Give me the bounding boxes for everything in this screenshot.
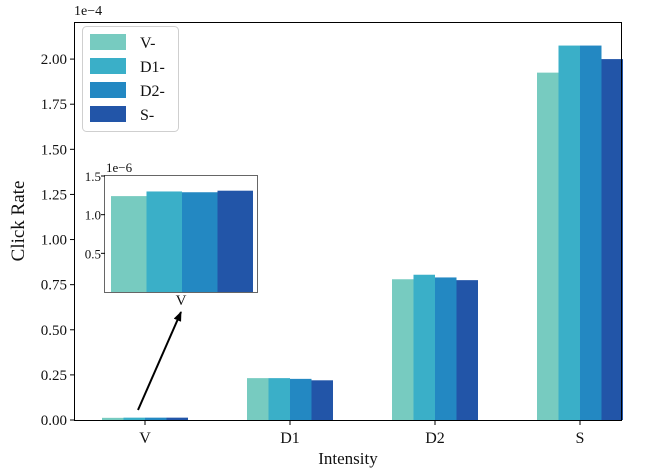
x-tick-label-D1: D1 <box>280 430 300 447</box>
inset-y-tick-label: 0.5 <box>85 246 101 261</box>
bar-D2-D2 <box>435 277 457 420</box>
x-tick-label-D2: D2 <box>425 430 445 447</box>
x-tick-label-V: V <box>139 430 151 447</box>
y-tick-label: 0.25 <box>41 368 67 384</box>
y-tick-label: 1.50 <box>41 142 67 158</box>
inset-y-tick-label: 1.5 <box>85 169 101 184</box>
inset-bar-D2 <box>182 192 218 292</box>
y-tick-label: 1.00 <box>41 233 67 249</box>
legend-label: D1- <box>140 59 165 76</box>
legend-label: D2- <box>140 83 165 100</box>
x-tick-label-S: S <box>576 430 585 447</box>
bar-D1-S <box>312 380 334 420</box>
inset-bar-V <box>111 196 147 292</box>
y-tick-label: 1.75 <box>41 97 67 113</box>
y-tick-label: 0.00 <box>41 413 67 429</box>
bar-V-D1 <box>124 418 146 420</box>
legend-swatch <box>90 106 126 122</box>
inset-bar-D1 <box>147 191 183 292</box>
bar-V-V <box>102 418 124 420</box>
legend: V- D1- D2- S- <box>83 27 179 132</box>
y-tick-label: 1.25 <box>41 187 67 203</box>
x-axis-title: Intensity <box>318 449 378 468</box>
bar-S-V <box>537 73 559 420</box>
legend-label: S- <box>140 107 154 124</box>
y-axis: 0.00 0.25 0.50 0.75 1.00 1.25 1.50 1.75 2.00 <box>41 52 75 429</box>
bar-D1-D1 <box>269 378 291 420</box>
y-scale-label: 1e−4 <box>74 4 102 19</box>
inset-chart: 0.5 1.0 1.5 1e−6 V <box>85 160 258 309</box>
bar-S-S <box>602 59 624 420</box>
y-tick-label: 0.75 <box>41 278 67 294</box>
inset-y-tick-label: 1.0 <box>85 208 101 223</box>
legend-label: V- <box>140 35 155 52</box>
bar-D2-V <box>392 279 414 420</box>
y-axis-title: Click Rate <box>8 181 29 262</box>
x-axis: V D1 D2 S <box>139 420 584 447</box>
inset-bars <box>111 191 253 292</box>
bar-S-D1 <box>559 46 581 420</box>
y-tick-label: 0.50 <box>41 323 67 339</box>
inset-scale-label: 1e−6 <box>106 160 133 175</box>
y-tick-label: 2.00 <box>41 52 67 68</box>
bar-V-S <box>167 418 189 420</box>
inset-bar-S <box>218 191 254 292</box>
legend-swatch <box>90 82 126 98</box>
bar-D2-D1 <box>414 275 436 420</box>
bar-D2-S <box>457 280 479 420</box>
legend-swatch <box>90 34 126 50</box>
zoom-arrow <box>138 312 181 410</box>
inset-category-label: V <box>176 293 187 309</box>
inset-y-axis: 0.5 1.0 1.5 <box>85 169 105 261</box>
bar-D1-V <box>247 378 269 420</box>
bar-S-D2 <box>580 46 602 420</box>
bar-V-D2 <box>145 418 167 420</box>
bar-D1-D2 <box>290 379 312 420</box>
legend-swatch <box>90 58 126 74</box>
